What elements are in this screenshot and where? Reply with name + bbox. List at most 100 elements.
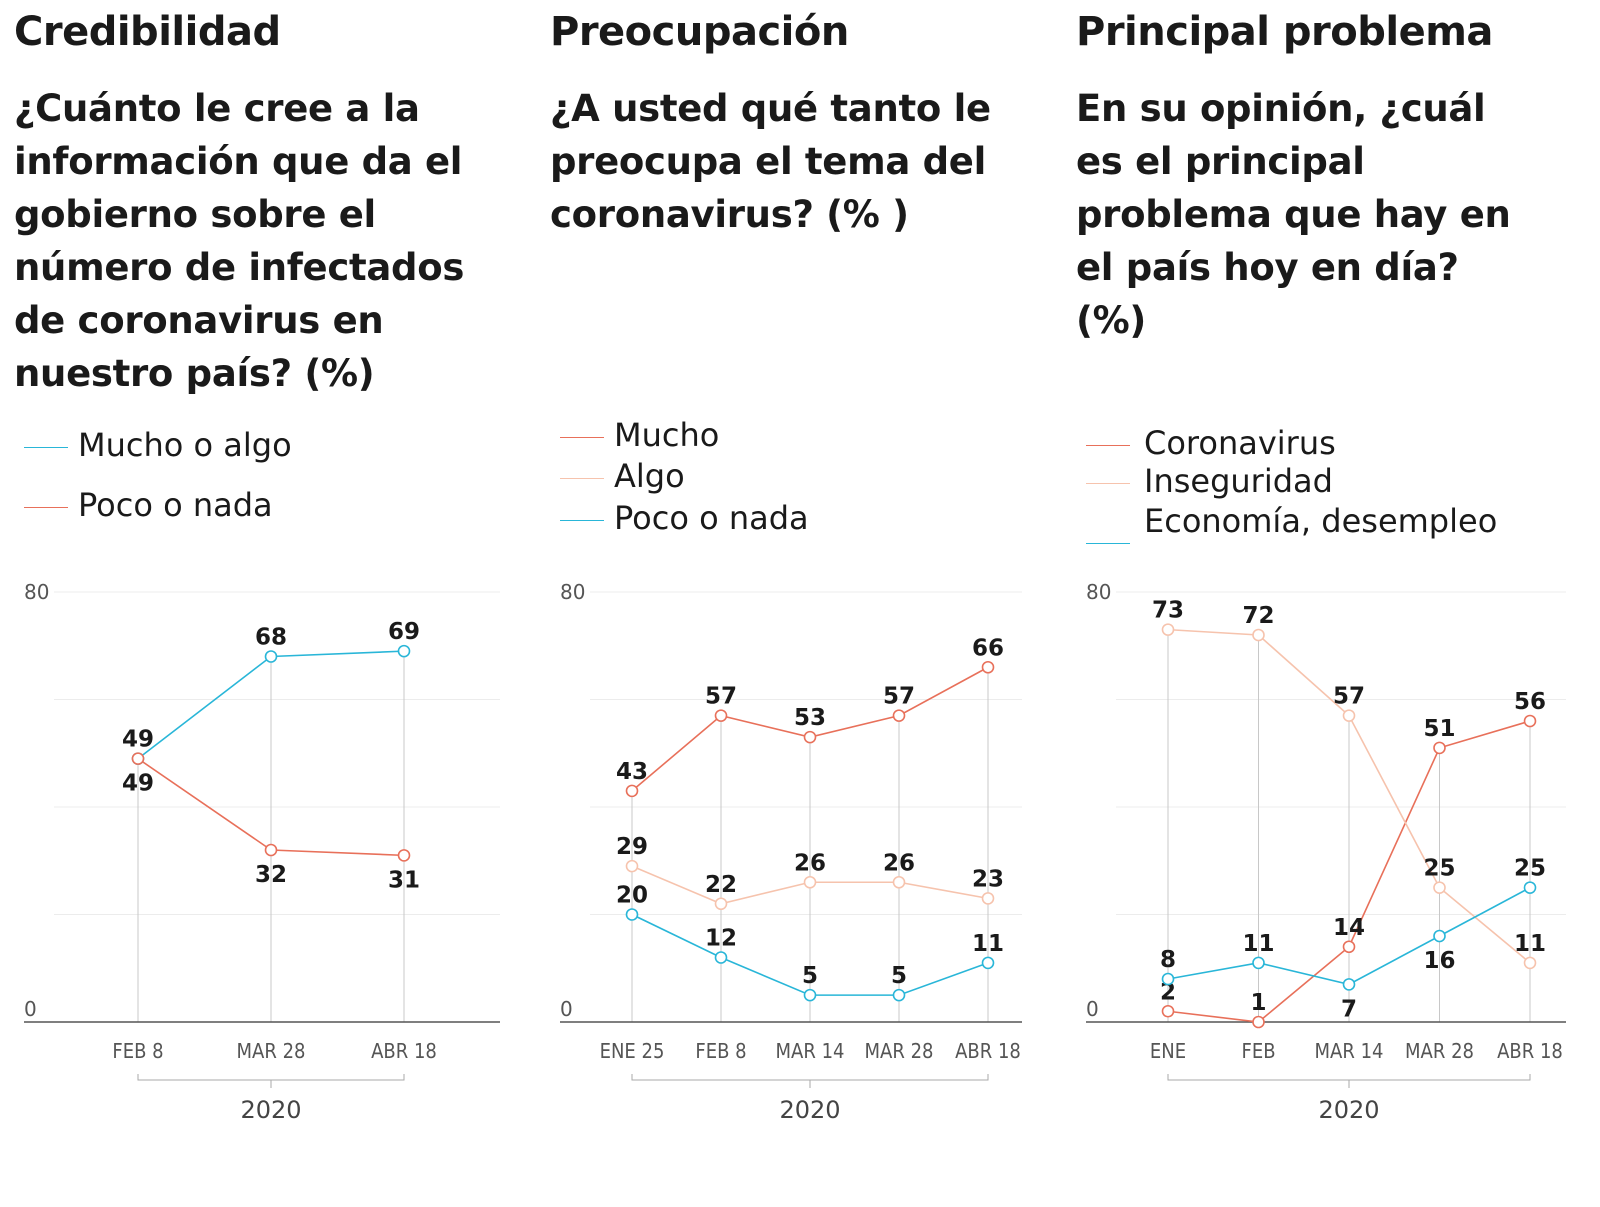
data-point — [1433, 929, 1446, 943]
data-label: 1 — [1250, 990, 1266, 1016]
legend-swatch — [1086, 543, 1130, 544]
data-label: 68 — [255, 625, 287, 651]
panel-title: Credibilidad — [14, 9, 281, 55]
data-label: 72 — [1242, 603, 1274, 629]
data-label: 25 — [1423, 856, 1455, 882]
data-label: 53 — [794, 705, 826, 731]
legend-swatch — [560, 437, 604, 438]
x-tick-label: ENE — [1150, 1039, 1186, 1063]
data-label: 22 — [705, 872, 737, 898]
x-tick-label: ENE 25 — [600, 1039, 665, 1063]
x-tick-label: MAR 14 — [776, 1039, 845, 1063]
data-label: 56 — [1514, 689, 1546, 715]
data-point — [714, 709, 728, 722]
panel-question: ¿A usted qué tanto le preocupa el tema d… — [550, 87, 991, 236]
data-label: 31 — [388, 867, 420, 893]
data-label: 51 — [1423, 716, 1455, 742]
data-point — [1433, 881, 1446, 894]
data-point — [803, 730, 817, 744]
data-label: 57 — [1333, 684, 1365, 710]
data-point — [625, 908, 639, 921]
data-label: 32 — [255, 862, 287, 888]
data-point — [1252, 956, 1265, 970]
y-tick-label: 80 — [24, 580, 49, 604]
data-point — [892, 709, 906, 722]
y-tick-label: 0 — [1086, 997, 1099, 1021]
data-point — [714, 951, 728, 964]
legend-swatch — [560, 478, 604, 479]
data-point — [1342, 978, 1356, 991]
data-point — [625, 859, 639, 873]
data-label: 11 — [972, 931, 1004, 957]
y-tick-label: 0 — [24, 997, 37, 1021]
year-label: 2020 — [779, 1096, 840, 1124]
data-point — [131, 752, 145, 765]
data-label: 5 — [891, 963, 907, 989]
legend-label: Inseguridad — [1144, 462, 1333, 500]
data-label: 23 — [972, 866, 1004, 892]
legend-swatch — [24, 447, 68, 448]
data-label: 25 — [1514, 856, 1546, 882]
x-tick-label: MAR 28 — [865, 1039, 934, 1063]
data-label: 8 — [1160, 947, 1176, 973]
legend-swatch — [1086, 483, 1130, 484]
data-point — [397, 849, 411, 862]
data-label: 43 — [616, 759, 648, 785]
data-label: 7 — [1341, 996, 1357, 1022]
line-chart: 0 80 ENE FEB MAR 14 MAR 28 ABR 18 2020 2 1 14 51 56 7… — [1086, 580, 1566, 1124]
data-label: 73 — [1152, 598, 1184, 624]
panel-question: En su opinión, ¿cuál es el principal pro… — [1076, 87, 1511, 342]
data-label: 20 — [616, 883, 648, 909]
legend-label: Poco o nada — [78, 486, 273, 524]
data-point — [1161, 972, 1175, 986]
y-tick-label: 80 — [560, 580, 585, 604]
panel-title: Preocupación — [550, 9, 849, 55]
data-point — [803, 875, 817, 889]
data-point — [1342, 709, 1356, 722]
x-tick-label: ABR 18 — [955, 1039, 1021, 1063]
legend-swatch — [24, 507, 68, 508]
panel-question: ¿Cuánto le cree a la información que da … — [14, 87, 465, 395]
data-label: 26 — [883, 850, 915, 876]
x-tick-label: FEB 8 — [695, 1039, 746, 1063]
data-point — [981, 660, 995, 674]
data-label: 49 — [122, 771, 154, 797]
y-tick-label: 80 — [1086, 580, 1111, 604]
x-tick-label: ABR 18 — [1497, 1039, 1563, 1063]
legend-swatch — [1086, 445, 1130, 446]
year-label: 2020 — [240, 1096, 301, 1124]
x-tick-label: MAR 28 — [237, 1039, 306, 1063]
year-label: 2020 — [1318, 1096, 1379, 1124]
year-bracket — [1167, 1074, 1531, 1081]
line-chart: 0 80 FEB 8 MAR 28 ABR 18 2020 49 68 69 49 32 31 — [24, 580, 500, 1124]
panel-principal-problema: Principal problema En su opinión, ¿cuál … — [1076, 0, 1586, 1207]
data-point — [892, 988, 906, 1002]
panel-preocupacion: Preocupación ¿A usted qué tanto le preoc… — [550, 0, 1050, 1207]
legend-label: Coronavirus — [1144, 424, 1336, 462]
data-label: 11 — [1514, 931, 1546, 957]
legend-label: Economía, desempleo — [1144, 502, 1498, 540]
data-label: 12 — [705, 926, 737, 952]
data-point — [264, 843, 278, 857]
data-point — [803, 988, 817, 1002]
data-point — [1252, 628, 1265, 642]
data-point — [625, 784, 639, 798]
panel-title: Principal problema — [1076, 9, 1493, 55]
data-point — [1161, 623, 1175, 636]
year-bracket — [137, 1074, 405, 1081]
x-tick-label: FEB — [1241, 1039, 1275, 1063]
legend-label: Mucho — [614, 416, 720, 454]
line-chart: 0 80 ENE 25 FEB 8 MAR 14 MAR 28 ABR 18 2020 43 57… — [560, 580, 1022, 1124]
data-label: 66 — [972, 635, 1004, 661]
data-point — [1523, 881, 1537, 894]
legend-label: Algo — [614, 457, 685, 495]
data-label: 11 — [1242, 931, 1274, 957]
data-label: 16 — [1423, 948, 1455, 974]
data-point — [714, 897, 728, 911]
x-tick-label: ABR 18 — [371, 1039, 437, 1063]
data-point — [1342, 940, 1356, 954]
x-tick-label: FEB 8 — [112, 1039, 163, 1063]
panel-credibilidad: Credibilidad ¿Cuánto le cree a la inform… — [14, 0, 514, 1207]
data-label: 69 — [388, 619, 420, 645]
data-point — [397, 644, 411, 658]
